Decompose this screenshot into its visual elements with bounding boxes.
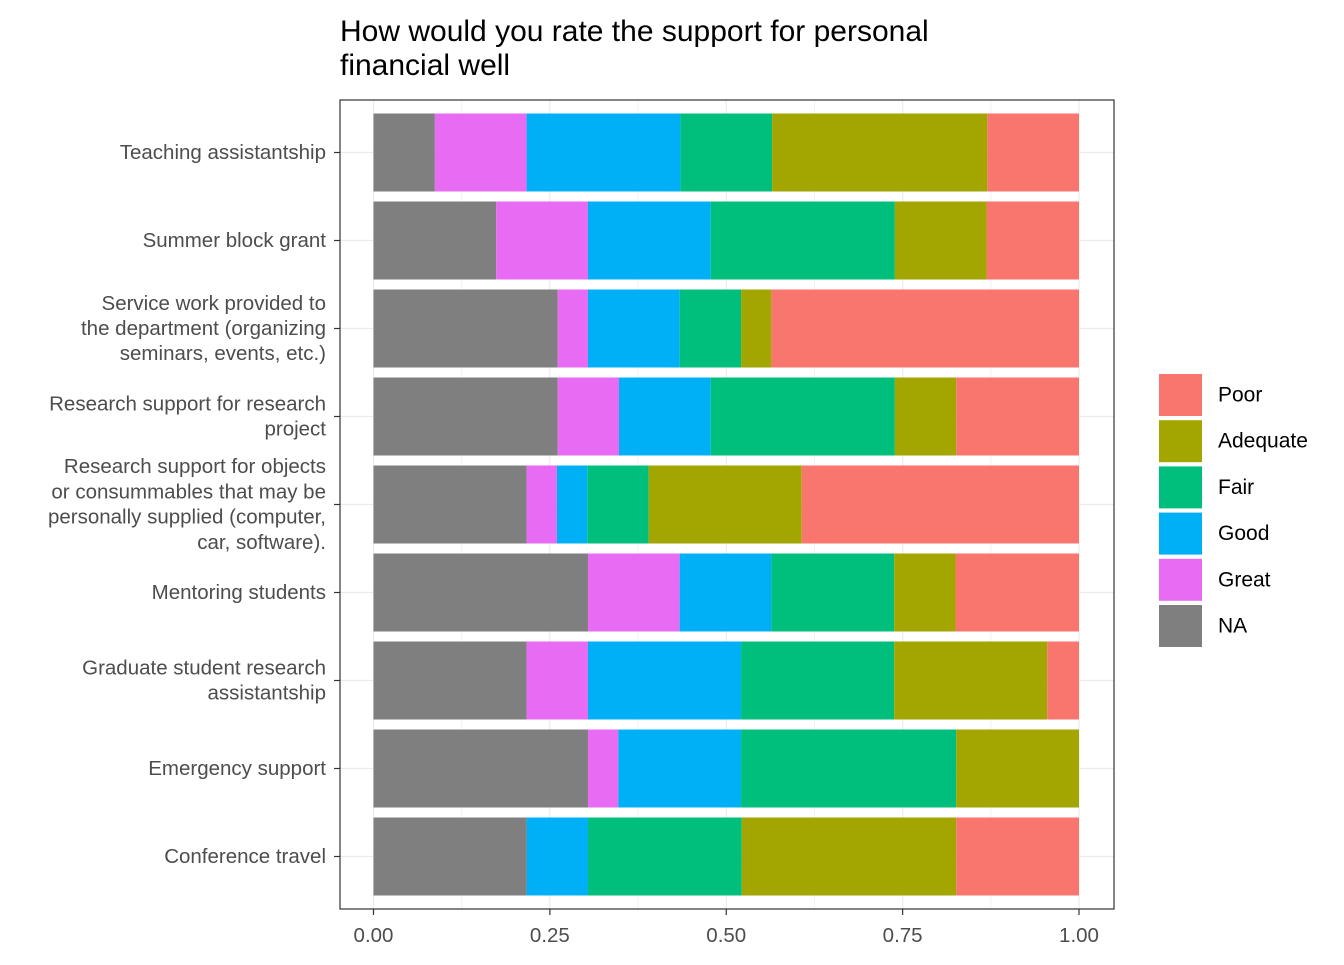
bar-segment-poor bbox=[955, 553, 1079, 632]
bar-segment-great bbox=[496, 201, 588, 280]
legend-label-great: Great bbox=[1218, 568, 1271, 591]
bar-segment-fair bbox=[710, 201, 895, 280]
x-axis-tick-label: 0.50 bbox=[706, 924, 746, 947]
bar-segment-great bbox=[587, 729, 619, 808]
bar-segment-adequate bbox=[741, 817, 957, 896]
bar-segment-good bbox=[618, 729, 742, 808]
bar-segment-great bbox=[526, 465, 557, 544]
y-axis-category-label: personally supplied (computer, bbox=[48, 506, 326, 529]
bar-segment-good bbox=[526, 817, 588, 896]
bar-segment-good bbox=[619, 377, 711, 456]
bar-segment-great bbox=[587, 553, 680, 632]
chart-title: financial well bbox=[340, 49, 510, 82]
bar-segment-great bbox=[434, 113, 527, 192]
bar-segment-na bbox=[373, 289, 558, 368]
bar-segment-great bbox=[557, 289, 588, 368]
y-axis-category-label: Research support for research bbox=[49, 392, 326, 415]
bar-segment-na bbox=[373, 377, 558, 456]
bar-segment-fair bbox=[680, 113, 773, 192]
bar-segment-na bbox=[373, 817, 527, 896]
legend-label-na: NA bbox=[1218, 615, 1247, 638]
y-axis-category-label: Graduate student research bbox=[82, 656, 326, 679]
bar-segment-adequate bbox=[894, 377, 957, 456]
bar-segment-fair bbox=[679, 289, 742, 368]
bar-segment-fair bbox=[771, 553, 895, 632]
bar-segment-good bbox=[556, 465, 588, 544]
bar-segment-good bbox=[587, 641, 742, 720]
bar-segment-fair bbox=[587, 817, 742, 896]
bar-segment-poor bbox=[956, 377, 1079, 456]
legend-label-fair: Fair bbox=[1218, 476, 1254, 499]
bar-segment-adequate bbox=[894, 641, 1048, 720]
bar-segment-na bbox=[373, 201, 497, 280]
y-axis-category-label: Mentoring students bbox=[152, 581, 326, 604]
y-axis-category-label: Summer block grant bbox=[143, 229, 327, 252]
chart-title: How would you rate the support for perso… bbox=[340, 15, 929, 48]
bar-segment-great bbox=[557, 377, 620, 456]
legend-key-fair bbox=[1159, 466, 1202, 509]
bar-segment-na bbox=[373, 641, 527, 720]
bar-segment-poor bbox=[801, 465, 1079, 544]
y-axis-category-label: assistantship bbox=[207, 682, 326, 705]
y-axis-category-label: project bbox=[264, 418, 326, 441]
y-axis-category-label: car, software). bbox=[197, 531, 326, 554]
x-axis-tick-label: 0.75 bbox=[883, 924, 923, 947]
x-axis-tick-label: 1.00 bbox=[1059, 924, 1099, 947]
legend-label-poor: Poor bbox=[1218, 384, 1262, 407]
bar-segment-good bbox=[587, 201, 711, 280]
bar-segment-poor bbox=[1047, 641, 1079, 720]
bar-segment-good bbox=[526, 113, 681, 192]
legend-key-adequate bbox=[1159, 420, 1202, 463]
y-axis-category-label: Teaching assistantship bbox=[120, 141, 326, 164]
bar-segment-poor bbox=[986, 201, 1079, 280]
bar-segment-fair bbox=[741, 641, 895, 720]
legend-label-good: Good bbox=[1218, 522, 1269, 545]
y-axis-category-label: Conference travel bbox=[164, 845, 326, 868]
legend-key-great bbox=[1159, 558, 1202, 601]
legend-key-poor bbox=[1159, 374, 1202, 416]
bar-segment-fair bbox=[587, 465, 649, 544]
y-axis-category-label: Research support for objects bbox=[64, 455, 326, 478]
x-axis-tick-label: 0.25 bbox=[530, 924, 570, 947]
bar-segment-adequate bbox=[772, 113, 988, 192]
y-axis-category-label: seminars, events, etc.) bbox=[120, 342, 326, 365]
bar-segment-adequate bbox=[894, 553, 956, 632]
bar-segment-adequate bbox=[648, 465, 802, 544]
bar-segment-adequate bbox=[956, 729, 1079, 808]
bar-segment-na bbox=[373, 465, 527, 544]
y-axis-category-label: or consummables that may be bbox=[51, 480, 326, 503]
bar-segment-adequate bbox=[894, 201, 987, 280]
y-axis-category-label: Emergency support bbox=[148, 757, 326, 780]
y-axis-category-label: Service work provided to bbox=[102, 292, 326, 315]
bar-segment-poor bbox=[987, 113, 1079, 192]
bar-segment-fair bbox=[710, 377, 895, 456]
bar-segment-na bbox=[373, 113, 435, 192]
bar-segment-great bbox=[526, 641, 588, 720]
bar-segment-good bbox=[679, 553, 772, 632]
bar-segment-adequate bbox=[741, 289, 772, 368]
x-axis-tick-label: 0.00 bbox=[354, 924, 394, 947]
bar-segment-good bbox=[587, 289, 680, 368]
bar-segment-na bbox=[373, 729, 588, 808]
bar-segment-poor bbox=[771, 289, 1079, 368]
legend-label-adequate: Adequate bbox=[1218, 430, 1308, 453]
bar-segment-fair bbox=[741, 729, 957, 808]
bar-segment-poor bbox=[956, 817, 1079, 896]
legend-key-good bbox=[1159, 512, 1202, 555]
y-axis-category-label: the department (organizing bbox=[81, 317, 326, 340]
bar-segment-na bbox=[373, 553, 588, 632]
legend-key-na bbox=[1159, 605, 1202, 647]
